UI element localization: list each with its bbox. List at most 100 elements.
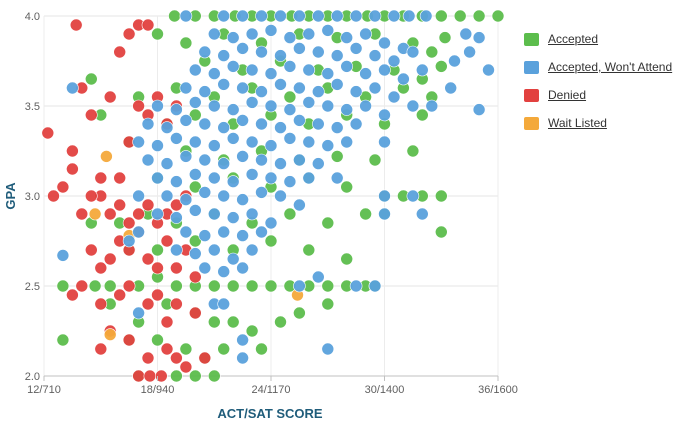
data-point (66, 162, 79, 176)
data-point (293, 198, 306, 212)
data-point (397, 72, 410, 86)
data-point (151, 261, 164, 275)
data-point (245, 96, 259, 109)
x-tick-label: 36/1600 (478, 384, 518, 396)
data-point (208, 315, 221, 329)
data-point (103, 279, 117, 293)
x-tick-label: 30/1400 (365, 384, 405, 396)
data-point (103, 328, 117, 341)
x-axis-title: ACT/SAT SCORE (217, 406, 323, 421)
data-point (293, 279, 306, 293)
data-point (293, 9, 306, 23)
data-point (482, 63, 495, 77)
data-point (387, 9, 401, 23)
data-point (141, 153, 155, 167)
data-point (255, 186, 268, 199)
data-point (236, 150, 249, 163)
data-point (283, 60, 297, 73)
data-point (330, 49, 344, 62)
data-point (236, 261, 249, 275)
data-point (113, 198, 126, 212)
data-point (349, 9, 363, 23)
data-point (85, 108, 98, 122)
data-point (463, 45, 476, 59)
data-point (453, 9, 467, 23)
data-point (415, 63, 429, 77)
data-point (132, 369, 145, 383)
data-point (425, 45, 439, 59)
data-point (264, 67, 278, 80)
data-point (368, 279, 382, 293)
data-point (311, 117, 325, 131)
data-point (160, 342, 174, 356)
data-point (56, 279, 70, 293)
data-point (311, 270, 325, 284)
data-point (208, 279, 221, 293)
data-point (132, 135, 145, 149)
legend-label-accepted: Accepted (548, 32, 599, 46)
data-point (170, 261, 183, 275)
data-point (434, 60, 448, 73)
data-point (94, 297, 108, 311)
data-point (189, 204, 202, 217)
data-point (103, 90, 117, 104)
data-point (208, 369, 221, 383)
data-point (113, 171, 126, 185)
data-point (113, 45, 126, 59)
data-point (378, 135, 391, 149)
data-point (293, 306, 306, 320)
data-point (170, 369, 183, 383)
data-point (255, 9, 268, 23)
data-point (236, 42, 249, 55)
legend-item-accepted[interactable]: Accepted (524, 30, 672, 48)
data-point (293, 114, 306, 127)
data-point (321, 297, 335, 311)
data-point (94, 171, 108, 185)
data-point (208, 207, 221, 221)
data-point (179, 193, 193, 206)
data-point (179, 150, 193, 163)
y-axis-title: GPA (3, 182, 18, 210)
data-point (302, 243, 316, 257)
data-point (302, 27, 316, 41)
data-point (198, 229, 212, 242)
data-point (226, 132, 240, 145)
data-point (217, 121, 230, 134)
data-point (88, 207, 102, 221)
data-point (274, 9, 287, 23)
legend-swatch-accepted-wont-attend (524, 60, 539, 74)
data-point (415, 108, 429, 122)
data-point (56, 180, 70, 194)
data-point (255, 342, 268, 356)
data-point (141, 351, 155, 365)
data-point (274, 189, 287, 203)
data-point (217, 342, 230, 356)
data-point (151, 139, 164, 152)
data-point (226, 60, 240, 73)
data-point (132, 189, 145, 203)
data-point (236, 9, 249, 23)
data-point (226, 315, 240, 329)
data-point (349, 85, 363, 98)
x-tick-label: 18/940 (141, 384, 175, 396)
data-point (217, 157, 230, 170)
data-point (349, 42, 363, 55)
data-point (75, 207, 89, 221)
legend-item-wait-listed[interactable]: Wait Listed (524, 114, 672, 132)
data-point (264, 216, 278, 230)
data-point (122, 279, 136, 293)
data-point (122, 27, 136, 41)
data-point (151, 207, 164, 221)
data-point (378, 36, 391, 50)
legend-swatch-denied (524, 88, 539, 102)
data-point (245, 207, 259, 221)
data-point (179, 114, 193, 127)
legend-item-accepted-wont-attend[interactable]: Accepted, Won't Attend (524, 58, 672, 76)
data-point (56, 249, 70, 262)
data-point (198, 261, 212, 275)
legend-item-denied[interactable]: Denied (524, 86, 672, 104)
data-point (340, 31, 354, 44)
data-point (170, 351, 183, 365)
data-point (41, 126, 55, 140)
data-point (208, 67, 221, 80)
